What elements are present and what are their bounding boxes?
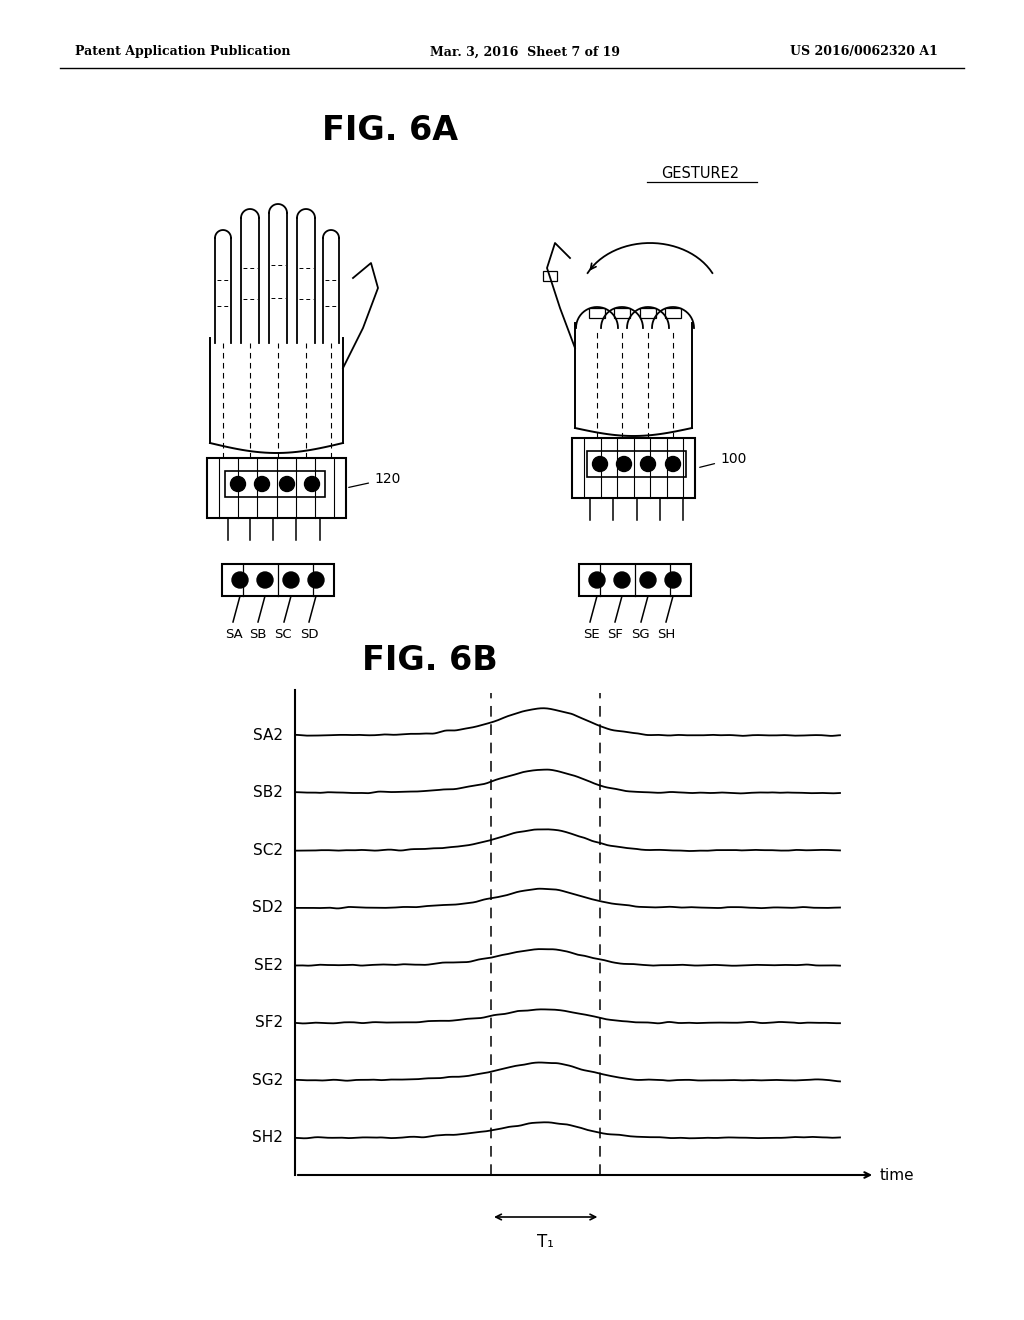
Circle shape — [593, 457, 607, 471]
Text: SC: SC — [274, 628, 292, 642]
Text: SE2: SE2 — [254, 958, 283, 973]
Text: SA2: SA2 — [253, 727, 283, 743]
Circle shape — [283, 572, 299, 587]
Bar — [587, 451, 686, 477]
Circle shape — [614, 572, 630, 587]
Circle shape — [257, 572, 273, 587]
Circle shape — [280, 477, 295, 491]
Circle shape — [666, 457, 681, 471]
Text: time: time — [880, 1167, 914, 1183]
Text: GESTURE2: GESTURE2 — [660, 165, 739, 181]
Text: Mar. 3, 2016  Sheet 7 of 19: Mar. 3, 2016 Sheet 7 of 19 — [430, 45, 620, 58]
Bar — [665, 308, 681, 318]
Text: SG: SG — [631, 628, 649, 642]
Text: SE: SE — [583, 628, 599, 642]
Circle shape — [308, 572, 324, 587]
Text: Patent Application Publication: Patent Application Publication — [75, 45, 291, 58]
Text: T₁: T₁ — [538, 1233, 554, 1251]
Text: SH: SH — [656, 628, 675, 642]
Circle shape — [616, 457, 632, 471]
Text: SD: SD — [300, 628, 318, 642]
Circle shape — [304, 477, 319, 491]
Bar — [222, 564, 334, 597]
Circle shape — [255, 477, 269, 491]
Circle shape — [640, 572, 656, 587]
Bar — [579, 564, 691, 597]
Text: FIG. 6A: FIG. 6A — [322, 114, 458, 147]
Text: SD2: SD2 — [252, 900, 283, 915]
Text: SG2: SG2 — [252, 1073, 283, 1088]
Bar — [572, 438, 695, 498]
Bar — [225, 471, 325, 498]
Circle shape — [589, 572, 605, 587]
Bar — [589, 308, 605, 318]
Text: SF: SF — [607, 628, 623, 642]
Text: 100: 100 — [699, 451, 746, 467]
Bar — [207, 458, 346, 517]
Text: SF2: SF2 — [255, 1015, 283, 1030]
Text: SC2: SC2 — [253, 842, 283, 858]
Text: US 2016/0062320 A1: US 2016/0062320 A1 — [790, 45, 938, 58]
Text: SB: SB — [249, 628, 266, 642]
Text: SH2: SH2 — [252, 1130, 283, 1146]
Bar — [640, 308, 656, 318]
Circle shape — [230, 477, 246, 491]
Text: 120: 120 — [349, 473, 400, 487]
Circle shape — [640, 457, 655, 471]
Circle shape — [665, 572, 681, 587]
Text: FIG. 6B: FIG. 6B — [362, 644, 498, 676]
Bar — [614, 308, 630, 318]
Circle shape — [232, 572, 248, 587]
Text: SA: SA — [225, 628, 243, 642]
Text: SB2: SB2 — [253, 785, 283, 800]
Bar — [543, 271, 557, 281]
